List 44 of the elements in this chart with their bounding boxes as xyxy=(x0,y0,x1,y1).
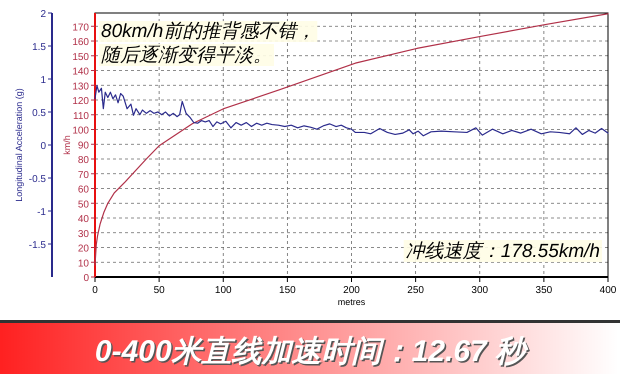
line-series xyxy=(94,85,609,136)
y-tick-label: 30 xyxy=(78,228,90,240)
x-tick-label: 250 xyxy=(407,285,424,296)
annotation: 80km/h前的推背感不错， xyxy=(101,21,316,42)
y-tick-label: 90 xyxy=(78,140,90,152)
y-tick-label: 130 xyxy=(72,81,90,92)
y2-tick-label: 1 xyxy=(40,75,46,86)
y-axis-title: km/h xyxy=(62,135,72,155)
y-tick-label: 80 xyxy=(78,155,90,166)
y-tick-label: 70 xyxy=(78,170,90,181)
y2-tick-label: 2 xyxy=(40,9,46,20)
x-tick-label: 200 xyxy=(343,285,360,296)
y2-tick-label: -1.5 xyxy=(28,240,46,251)
y-tick-label: 20 xyxy=(78,244,90,255)
y-tick-label: 160 xyxy=(72,37,90,48)
y-tick-label: 170 xyxy=(72,22,90,34)
y-tick-label: 10 xyxy=(78,258,90,270)
x-tick-label: 400 xyxy=(600,285,617,296)
y-tick-label: 50 xyxy=(78,199,90,210)
x-tick-label: 50 xyxy=(154,285,166,296)
y-tick-label: 60 xyxy=(78,184,90,196)
x-axis-title: metres xyxy=(338,297,366,307)
y-tick-label: 40 xyxy=(78,214,90,226)
x-tick-label: 100 xyxy=(214,285,232,296)
y-tick-label: 150 xyxy=(72,52,90,63)
annotation: 随后逐渐变得平淡。 xyxy=(101,44,272,66)
y2-tick-label: 0 xyxy=(40,141,46,152)
line-series xyxy=(94,13,609,266)
x-tick-label: 150 xyxy=(279,285,296,296)
y2-axis-title: Longitudinal Acceleration (g) xyxy=(14,88,24,202)
y2-tick-label: 0.5 xyxy=(32,108,46,119)
text: 0-400米直线加速时间：12.67 秒 xyxy=(94,335,530,368)
y-tick-label: 100 xyxy=(72,126,90,137)
x-tick-label: 0 xyxy=(92,285,98,296)
y2-tick-label: -0.5 xyxy=(28,174,46,185)
y2-tick-label: 1.5 xyxy=(32,42,46,53)
y-tick-label: 120 xyxy=(72,96,90,108)
x-tick-label: 300 xyxy=(471,285,489,296)
y-tick-label: 140 xyxy=(72,66,90,78)
y2-tick-label: -1 xyxy=(37,207,46,218)
y-tick-label: 110 xyxy=(73,110,90,122)
x-tick-label: 350 xyxy=(536,285,553,296)
y-tick-label: 0 xyxy=(83,273,90,284)
annotation: 冲线速度：178.55km/h xyxy=(406,240,600,262)
